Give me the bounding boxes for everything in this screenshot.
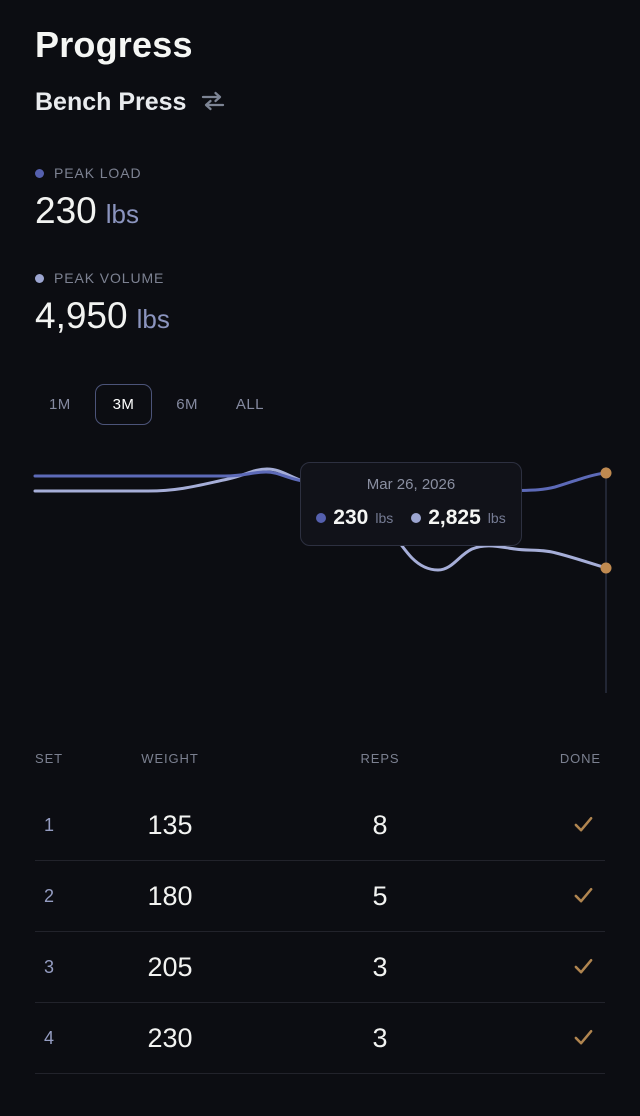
volume-series-dot-icon bbox=[411, 513, 422, 523]
tooltip-load-unit: lbs bbox=[375, 510, 394, 526]
weight-value: 205 bbox=[147, 951, 193, 982]
tooltip-load-entry: 230 lbs bbox=[316, 506, 393, 530]
table-row: 3 205 3 bbox=[35, 932, 605, 1003]
sets-table: SET WEIGHT REPS DONE 1 135 8 2 180 5 bbox=[35, 751, 605, 1074]
check-icon bbox=[572, 812, 595, 838]
check-icon bbox=[572, 1025, 595, 1051]
range-button-1m[interactable]: 1M bbox=[35, 385, 85, 424]
reps-value: 3 bbox=[372, 951, 388, 982]
weight-value: 135 bbox=[147, 809, 193, 840]
set-number: 2 bbox=[44, 885, 55, 906]
sets-table-header: SET WEIGHT REPS DONE bbox=[35, 751, 605, 790]
swap-horizontal-icon bbox=[200, 91, 226, 114]
check-icon bbox=[572, 883, 595, 909]
done-toggle[interactable] bbox=[572, 1025, 595, 1051]
reps-value: 8 bbox=[372, 809, 388, 840]
set-number: 1 bbox=[44, 814, 55, 835]
stat-value: 230 bbox=[35, 190, 97, 231]
done-toggle[interactable] bbox=[572, 954, 595, 980]
set-number: 3 bbox=[44, 956, 55, 977]
column-header-done: DONE bbox=[559, 751, 601, 766]
stat-peak-volume: PEAK VOLUME 4,950 lbs bbox=[35, 270, 605, 337]
done-toggle[interactable] bbox=[572, 883, 595, 909]
table-row: 4 230 3 bbox=[35, 1003, 605, 1074]
volume-series-dot-icon bbox=[35, 273, 44, 283]
stat-unit: lbs bbox=[136, 304, 170, 334]
load-series-dot-icon bbox=[35, 168, 44, 178]
tooltip-volume-unit: lbs bbox=[487, 510, 506, 526]
tooltip-load-value: 230 bbox=[333, 506, 369, 529]
stat-unit: lbs bbox=[105, 199, 139, 229]
stat-label: PEAK VOLUME bbox=[54, 270, 165, 286]
progress-chart[interactable]: Mar 26, 2026 230 lbs 2,825 lbs bbox=[0, 443, 640, 703]
volume-hover-marker bbox=[600, 562, 612, 574]
load-series-dot-icon bbox=[316, 513, 327, 523]
tooltip-volume-entry: 2,825 lbs bbox=[411, 506, 506, 530]
reps-value: 5 bbox=[372, 880, 388, 911]
stat-value: 4,950 bbox=[35, 295, 128, 336]
column-header-set: SET bbox=[35, 751, 63, 766]
swap-exercise-button[interactable] bbox=[198, 89, 228, 116]
range-button-6m[interactable]: 6M bbox=[162, 385, 212, 424]
weight-value: 230 bbox=[147, 1022, 193, 1053]
column-header-weight: WEIGHT bbox=[141, 751, 199, 766]
set-number: 4 bbox=[44, 1027, 55, 1048]
stat-label: PEAK LOAD bbox=[54, 165, 142, 181]
table-row: 2 180 5 bbox=[35, 861, 605, 932]
check-icon bbox=[572, 954, 595, 980]
weight-value: 180 bbox=[147, 880, 193, 911]
time-range-selector: 1M 3M 6M ALL bbox=[35, 383, 605, 425]
column-header-reps: REPS bbox=[360, 751, 400, 766]
reps-value: 3 bbox=[372, 1022, 388, 1053]
tooltip-volume-value: 2,825 bbox=[428, 506, 481, 529]
range-button-all[interactable]: ALL bbox=[222, 385, 278, 424]
exercise-header: Bench Press bbox=[35, 88, 605, 117]
range-button-3m-active[interactable]: 3M bbox=[94, 383, 153, 425]
table-row: 1 135 8 bbox=[35, 790, 605, 861]
load-hover-marker bbox=[600, 467, 612, 479]
page-title: Progress bbox=[35, 24, 193, 65]
exercise-name: Bench Press bbox=[35, 88, 187, 116]
done-toggle[interactable] bbox=[572, 812, 595, 838]
chart-tooltip: Mar 26, 2026 230 lbs 2,825 lbs bbox=[300, 462, 522, 546]
tooltip-date: Mar 26, 2026 bbox=[366, 476, 456, 493]
stat-peak-load: PEAK LOAD 230 lbs bbox=[35, 165, 605, 232]
